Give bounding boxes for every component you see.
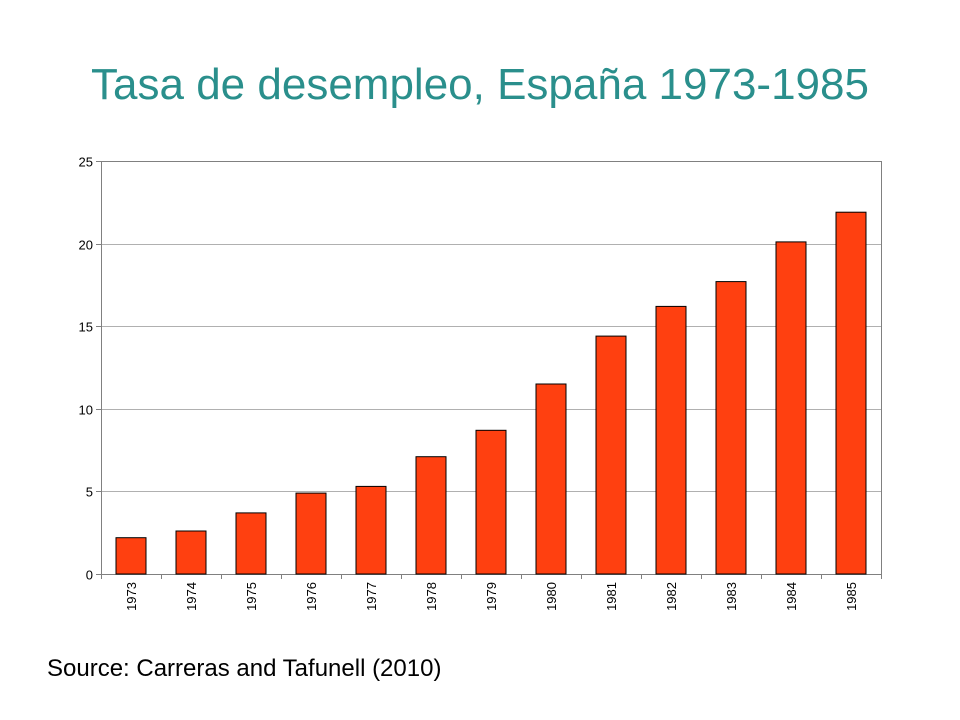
y-tick-label: 20 [79, 238, 93, 253]
x-tick-label: 1980 [544, 582, 559, 611]
source-note: Source: Carreras and Tafunell (2010) [47, 655, 442, 682]
y-tick-label: 10 [79, 403, 93, 418]
x-tick-label: 1978 [424, 582, 439, 611]
y-tick-label: 15 [79, 320, 93, 335]
bar [295, 492, 327, 575]
bar [655, 305, 687, 575]
x-tick-label: 1981 [604, 582, 619, 611]
bar [595, 335, 627, 575]
x-tick-label: 1973 [124, 582, 139, 611]
y-tick-label: 0 [86, 568, 93, 583]
y-tick-label: 25 [79, 155, 93, 170]
plot-frame [101, 161, 882, 575]
bar [835, 211, 867, 575]
bar [715, 281, 747, 575]
bar [355, 485, 387, 575]
bar [775, 241, 807, 575]
bar [235, 512, 267, 575]
bar [115, 537, 147, 575]
x-tick-label: 1979 [484, 582, 499, 611]
x-tick-label: 1976 [304, 582, 319, 611]
chart-title: Tasa de desempleo, España 1973-1985 [91, 60, 869, 109]
y-tick-label: 5 [86, 485, 93, 500]
bar [535, 383, 567, 575]
x-tick-label: 1985 [844, 582, 859, 611]
x-tick-label: 1983 [724, 582, 739, 611]
x-tick-label: 1974 [184, 582, 199, 611]
x-tick-label: 1984 [784, 582, 799, 611]
x-tick-label: 1977 [364, 582, 379, 611]
bar [475, 429, 507, 575]
bar [175, 530, 207, 575]
bar [415, 456, 447, 575]
x-tick-label: 1982 [664, 582, 679, 611]
x-tick-label: 1975 [244, 582, 259, 611]
